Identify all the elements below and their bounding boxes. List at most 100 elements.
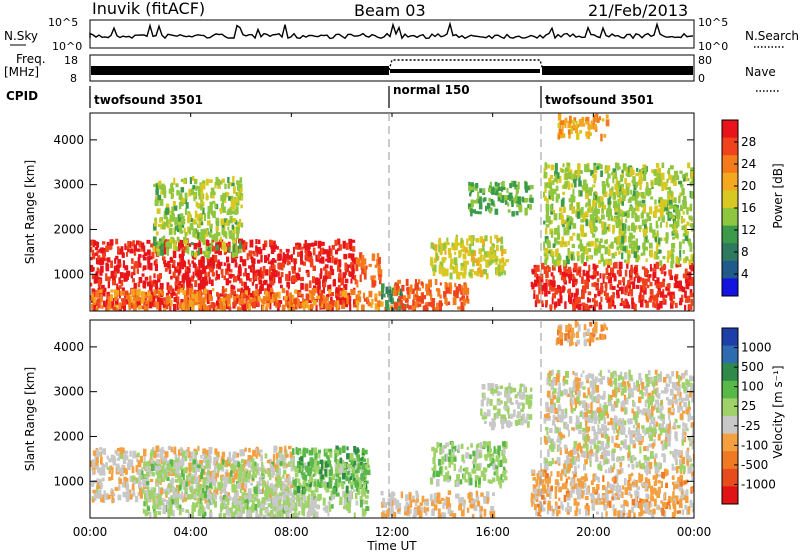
power-cell [154,289,157,296]
velocity-cell [115,487,119,491]
velocity-cell [204,512,207,516]
velocity-cell [92,498,95,502]
power-cell [159,273,162,279]
power-cell [275,270,278,277]
power-cell [252,298,256,301]
power-cell [211,241,214,245]
power-cell [303,307,305,311]
velocity-cell [99,481,102,486]
power-cell [547,164,550,168]
velocity-cell [151,472,155,476]
power-cell [502,181,505,187]
power-cell [186,275,189,282]
power-cell [175,226,177,231]
power-cell [638,225,642,229]
power-cell [195,295,198,302]
power-cell [122,253,125,257]
power-cell [206,239,208,245]
power-cell [478,211,482,214]
power-cell [345,279,349,284]
power-cell [554,178,558,182]
power-cell [351,253,355,260]
velocity-cell [284,505,288,511]
velocity-cell [239,449,243,456]
power-cell [103,291,106,295]
power-cell [212,234,215,240]
velocity-cell [267,460,271,463]
power-cell [312,276,315,283]
power-cell [216,300,219,305]
power-cell [362,266,366,269]
power-cell [281,263,285,268]
power-cell [621,252,623,259]
velocity-cell [175,498,177,504]
power-cell [524,208,527,216]
power-cell [616,223,619,228]
velocity-cell [311,509,315,514]
velocity-cell [273,514,276,520]
power-cell [658,217,661,221]
power-cell [490,182,492,187]
power-cell [662,206,665,210]
power-cell [278,253,282,260]
power-cell [584,280,587,285]
nave-label: Nave [745,65,776,79]
power-cell [237,187,239,191]
power-cell [323,276,327,281]
velocity-cell [242,500,245,504]
velocity-cell [185,481,187,487]
power-cell [194,179,197,185]
power-cell [352,246,355,252]
velocity-cell [306,483,308,486]
power-cell [141,242,144,248]
power-cell [221,203,224,209]
power-cell [439,269,442,274]
power-cell [229,247,231,254]
power-cell [553,260,556,267]
power-cell [620,303,623,306]
power-cell [649,298,653,303]
power-cell [363,293,365,299]
power-cell [255,273,257,280]
power-cell [559,255,562,260]
power-cell [568,183,571,190]
velocity-cell [113,493,115,496]
velocity-cell [161,466,164,474]
power-cell [166,208,170,215]
power-cell [675,233,679,239]
power-cell [436,253,438,261]
power-cell [601,208,604,214]
power-cell [554,301,557,307]
power-cell [134,283,137,289]
power-cell [200,204,203,210]
power-cell [292,258,294,262]
power-cell [325,264,329,268]
nsearch-tick-bottom: 10^0 [698,40,728,53]
power-cell [552,293,556,298]
power-cell [203,229,207,234]
power-cell [588,291,592,295]
power-cell [171,206,174,214]
power-cell [634,304,637,311]
power-cell [470,208,473,216]
power-cell [110,290,113,293]
power-cell [529,204,532,210]
power-cell [573,196,576,203]
velocity-cell [155,500,157,504]
power-cell [110,294,113,301]
power-cell [149,263,152,271]
power-cell [170,239,173,244]
velocity-cell [174,462,177,466]
velocity-cell [122,482,125,487]
power-cell [629,233,632,238]
power-cell [684,290,687,298]
power-cell [445,290,448,294]
power-cell [253,252,256,257]
power-cell [112,276,115,280]
power-cell [587,297,589,303]
power-cell [173,292,176,296]
power-cell [687,231,689,235]
velocity-cell [228,478,232,484]
velocity-cell [318,453,320,459]
velocity-cell [150,479,154,482]
